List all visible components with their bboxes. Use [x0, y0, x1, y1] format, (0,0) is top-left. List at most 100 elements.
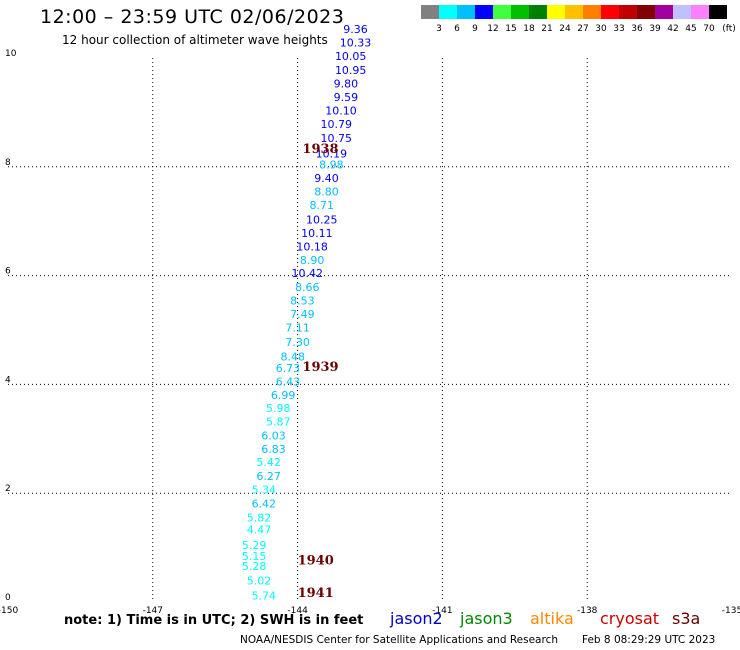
legend-label: 70	[703, 24, 715, 34]
legend-label: 12	[487, 24, 499, 34]
wave-height-label: 5.34	[252, 484, 277, 497]
legend-label: 18	[523, 24, 535, 34]
credit-line: NOAA/NESDIS Center for Satellite Applica…	[240, 634, 558, 646]
units-note: note: 1) Time is in UTC; 2) SWH is in fe…	[64, 613, 364, 628]
wave-height-label: 10.79	[320, 118, 352, 131]
wave-height-label: 5.28	[242, 560, 267, 573]
legend-label: 3	[436, 24, 442, 34]
x-tick-label: -141	[432, 606, 452, 616]
x-tick-label: -144	[287, 606, 308, 616]
y-tick-label: 4	[5, 375, 11, 385]
wave-height-label: 6.43	[276, 375, 301, 388]
chart-title: 12:00 – 23:59 UTC 02/06/2023	[40, 6, 345, 28]
legend-swatch	[655, 5, 673, 19]
wave-height-label: 7.30	[285, 336, 310, 349]
wave-height-label: 9.36	[343, 23, 368, 36]
legend-swatch	[493, 5, 511, 19]
wave-height-label: 5.87	[266, 416, 291, 429]
wave-height-label: 8.98	[319, 158, 344, 171]
wave-height-label: 10.18	[296, 241, 328, 254]
x-tick-label: -135	[722, 606, 740, 616]
legend-label: 6	[454, 24, 460, 34]
legend-swatch	[511, 5, 529, 19]
legend-swatch	[547, 5, 565, 19]
legend-label: 21	[541, 24, 553, 34]
legend-label: 36	[631, 24, 643, 34]
wave-height-label: 5.15	[242, 550, 267, 563]
legend-swatch	[601, 5, 619, 19]
wave-height-label: 8.80	[314, 186, 339, 199]
satellite-name: altika	[530, 609, 574, 628]
wave-height-label: 6.42	[252, 497, 277, 510]
wave-height-label: 10.25	[306, 213, 338, 226]
legend-swatch	[565, 5, 583, 19]
legend-swatch	[691, 5, 709, 19]
wave-height-label: 10.19	[316, 148, 348, 161]
y-tick-label: 8	[5, 158, 11, 168]
wave-height-label: 6.27	[256, 470, 281, 483]
legend-swatch	[475, 5, 493, 19]
x-tick-label: -138	[577, 606, 598, 616]
wave-height-label: 7.11	[285, 322, 310, 335]
legend-unit: (ft)	[722, 24, 736, 34]
satellite-name: jason3	[460, 609, 513, 628]
wave-height-label: 8.66	[295, 281, 320, 294]
wave-height-label: 5.74	[252, 589, 277, 602]
chart-subtitle: 12 hour collection of altimeter wave hei…	[62, 33, 328, 47]
legend-swatch	[673, 5, 691, 19]
wave-height-label: 9.80	[334, 77, 359, 90]
legend-label: 33	[613, 24, 625, 34]
legend-label: 42	[667, 24, 679, 34]
legend-label: 30	[595, 24, 607, 34]
legend-label: 9	[472, 24, 478, 34]
wave-height-label: 5.42	[256, 456, 281, 469]
legend-swatch	[583, 5, 601, 19]
wave-height-label: 8.90	[300, 254, 325, 267]
legend-label: 39	[649, 24, 661, 34]
satellite-name: s3a	[672, 609, 701, 628]
y-tick-label: 2	[5, 484, 11, 494]
pass-time-label: 1938	[302, 142, 338, 157]
wave-height-label: 5.02	[247, 575, 272, 588]
wave-height-label: 9.40	[314, 172, 339, 185]
legend-label: 24	[559, 24, 571, 34]
wave-height-label: 8.53	[290, 294, 315, 307]
y-tick-label: 10	[5, 49, 17, 59]
satellite-name: jason2	[390, 609, 443, 628]
legend-label: 45	[685, 24, 697, 34]
wave-height-label: 10.75	[320, 132, 352, 145]
wave-height-label: 6.83	[261, 443, 286, 456]
wave-height-label: 10.05	[335, 50, 367, 63]
legend-swatch	[457, 5, 475, 19]
wave-height-label: 8.71	[309, 199, 334, 212]
wave-height-label: 6.73	[276, 362, 301, 375]
legend-label: 27	[577, 24, 589, 34]
pass-time-label: 1939	[302, 360, 338, 375]
x-tick-label: -147	[143, 606, 163, 616]
wave-height-label: 4.47	[247, 523, 272, 536]
legend-swatch	[709, 5, 727, 19]
wave-height-label: 5.98	[266, 402, 291, 415]
legend-swatch	[619, 5, 637, 19]
pass-time-label: 1941	[298, 586, 334, 601]
pass-time-label: 1940	[298, 553, 334, 568]
y-tick-label: 6	[5, 267, 11, 277]
x-tick-label: -150	[0, 606, 18, 616]
wave-height-label: 10.11	[301, 227, 333, 240]
legend-swatch	[439, 5, 457, 19]
wave-height-label: 10.33	[340, 37, 372, 50]
wave-height-label: 5.29	[242, 539, 267, 552]
legend-swatch	[529, 5, 547, 19]
wave-height-label: 10.10	[325, 105, 357, 118]
generated-timestamp: Feb 8 08:29:29 UTC 2023	[582, 634, 716, 646]
wave-height-label: 5.82	[247, 511, 272, 524]
legend-swatch	[421, 5, 439, 19]
legend-label: 15	[505, 24, 517, 34]
y-tick-label: 0	[5, 593, 11, 603]
satellite-name: cryosat	[600, 609, 660, 628]
wave-height-label: 8.48	[281, 350, 306, 363]
wave-height-label: 6.99	[271, 389, 296, 402]
wave-height-label: 9.59	[334, 91, 359, 104]
wave-height-label: 6.03	[261, 429, 286, 442]
